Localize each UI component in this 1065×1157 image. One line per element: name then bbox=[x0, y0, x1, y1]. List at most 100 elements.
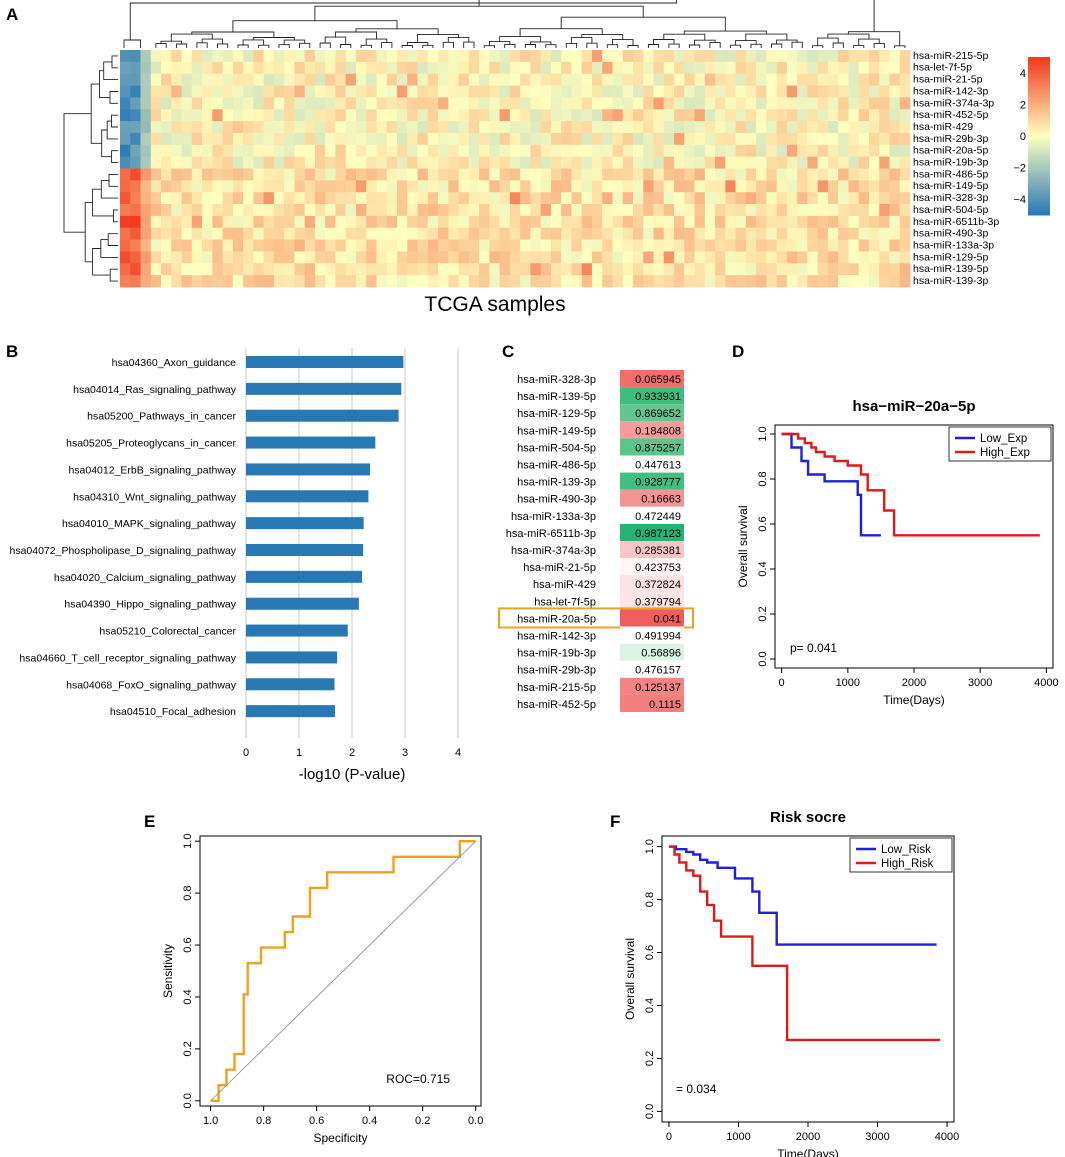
heatmap-cell bbox=[284, 156, 295, 169]
heatmap-cell bbox=[304, 263, 316, 276]
heatmap-cell bbox=[786, 239, 798, 252]
heatmap-cell bbox=[140, 109, 152, 122]
heatmap-cell bbox=[540, 156, 552, 169]
heatmap-cell bbox=[212, 109, 223, 122]
heatmap-cell bbox=[366, 275, 377, 288]
heatmap-cell bbox=[376, 144, 388, 158]
heatmap-cell bbox=[622, 239, 634, 252]
heatmap-cell bbox=[468, 109, 480, 122]
heatmap-cell bbox=[120, 192, 131, 205]
colorbar-segment bbox=[1028, 162, 1050, 166]
heatmap-cell bbox=[489, 121, 501, 134]
colorbar-segment bbox=[1028, 101, 1050, 105]
heatmap-cell bbox=[458, 263, 470, 276]
heatmap-cell bbox=[161, 156, 172, 169]
heatmap-cell bbox=[530, 192, 542, 205]
heatmap-cell bbox=[273, 97, 285, 110]
dendrogram-branch bbox=[745, 33, 788, 41]
heatmap-cell bbox=[304, 180, 316, 193]
heatmap-cell bbox=[663, 168, 675, 181]
heatmap-cell bbox=[150, 180, 162, 193]
heatmap-cell bbox=[684, 85, 695, 98]
heatmap-cell bbox=[438, 109, 449, 122]
heatmap-cell bbox=[561, 144, 572, 158]
heatmap-cell bbox=[243, 85, 254, 98]
heatmap-cell bbox=[161, 263, 172, 276]
heatmap-cell bbox=[202, 215, 213, 229]
heatmap-cell bbox=[181, 50, 193, 63]
heatmap-cell bbox=[120, 239, 131, 252]
heatmap-cell bbox=[653, 73, 665, 86]
heatmap-cell bbox=[232, 239, 244, 252]
heatmap-cell bbox=[130, 109, 141, 122]
y-tick-label: 0.4 bbox=[757, 561, 769, 576]
heatmap-cell bbox=[530, 251, 542, 264]
heatmap-cell bbox=[243, 121, 254, 134]
heatmap-cell bbox=[294, 263, 306, 276]
heatmap-cell bbox=[161, 144, 172, 158]
heatmap-cell bbox=[232, 61, 244, 75]
heatmap-cell bbox=[273, 215, 285, 229]
heatmap-cell bbox=[130, 239, 141, 252]
heatmap-cell bbox=[386, 109, 398, 122]
heatmap-cell bbox=[232, 144, 244, 158]
panel-letter-a: A bbox=[6, 5, 18, 24]
heatmap-cell bbox=[756, 144, 767, 158]
heatmap-cell bbox=[417, 85, 429, 98]
heatmap-cell bbox=[130, 97, 141, 110]
heatmap-cell bbox=[140, 239, 152, 252]
heatmap-cell bbox=[581, 144, 593, 158]
heatmap-cell bbox=[386, 73, 398, 86]
heatmap-cell bbox=[407, 275, 418, 288]
heatmap-cell bbox=[797, 263, 808, 276]
colorbar-segment bbox=[1028, 67, 1050, 71]
x-tick-label: 0 bbox=[666, 1131, 672, 1143]
heatmap-cell bbox=[499, 132, 511, 146]
heatmap-cell bbox=[355, 239, 367, 252]
heatmap-cell bbox=[509, 61, 521, 75]
heatmap-row-label: hsa-miR-149-5p bbox=[913, 180, 988, 192]
heatmap-cell bbox=[386, 121, 398, 134]
heatmap-cell bbox=[222, 73, 234, 86]
y-tick-label: 0.2 bbox=[757, 606, 769, 621]
heatmap-cell bbox=[827, 97, 839, 110]
heatmap-cell bbox=[120, 263, 131, 276]
heatmap-cell bbox=[150, 109, 162, 122]
heatmap-cell bbox=[663, 132, 675, 146]
heatmap-cell bbox=[602, 180, 613, 193]
heatmap-cell bbox=[499, 144, 511, 158]
heatmap-cell bbox=[345, 121, 357, 134]
colorbar-segment bbox=[1028, 109, 1050, 113]
heatmap-cell bbox=[827, 73, 839, 86]
colorbar-segment bbox=[1028, 70, 1050, 74]
pvalue-cell bbox=[620, 660, 684, 678]
heatmap-cell bbox=[243, 204, 254, 217]
colorbar-segment bbox=[1028, 199, 1050, 203]
heatmap-cell bbox=[899, 180, 911, 193]
heatmap-cell bbox=[222, 168, 234, 181]
heatmap-cell bbox=[294, 121, 306, 134]
heatmap-cell bbox=[899, 251, 911, 264]
heatmap-cell bbox=[684, 156, 695, 169]
heatmap-cell bbox=[212, 192, 223, 205]
panel-e-roc-plot: 1.0 0.8 0.6 0.4 0.2 0.00.00.20.40.60.81.0Spec… bbox=[161, 834, 483, 1145]
heatmap-cell bbox=[407, 215, 418, 229]
pvalue-value: 0.928777 bbox=[635, 477, 681, 489]
heatmap-cell bbox=[848, 227, 860, 240]
heatmap-cell bbox=[222, 192, 234, 205]
heatmap-cell bbox=[140, 192, 152, 205]
heatmap-cell bbox=[591, 61, 603, 75]
heatmap-cell bbox=[776, 251, 788, 264]
heatmap-row-label: hsa-miR-133a-3p bbox=[913, 239, 994, 251]
heatmap-cell bbox=[899, 97, 911, 110]
heatmap-cell bbox=[130, 192, 141, 205]
heatmap-cell bbox=[766, 85, 778, 98]
colorbar-segment bbox=[1028, 93, 1050, 97]
heatmap-cell bbox=[766, 239, 778, 252]
heatmap-row-label: hsa-miR-486-5p bbox=[913, 168, 988, 180]
dendrogram-branch bbox=[84, 202, 93, 263]
heatmap-cell bbox=[314, 168, 326, 181]
heatmap-cell bbox=[417, 132, 429, 146]
heatmap-cell bbox=[561, 215, 572, 229]
pvalue-mirna-label: hsa-let-7f-5p bbox=[534, 596, 596, 608]
